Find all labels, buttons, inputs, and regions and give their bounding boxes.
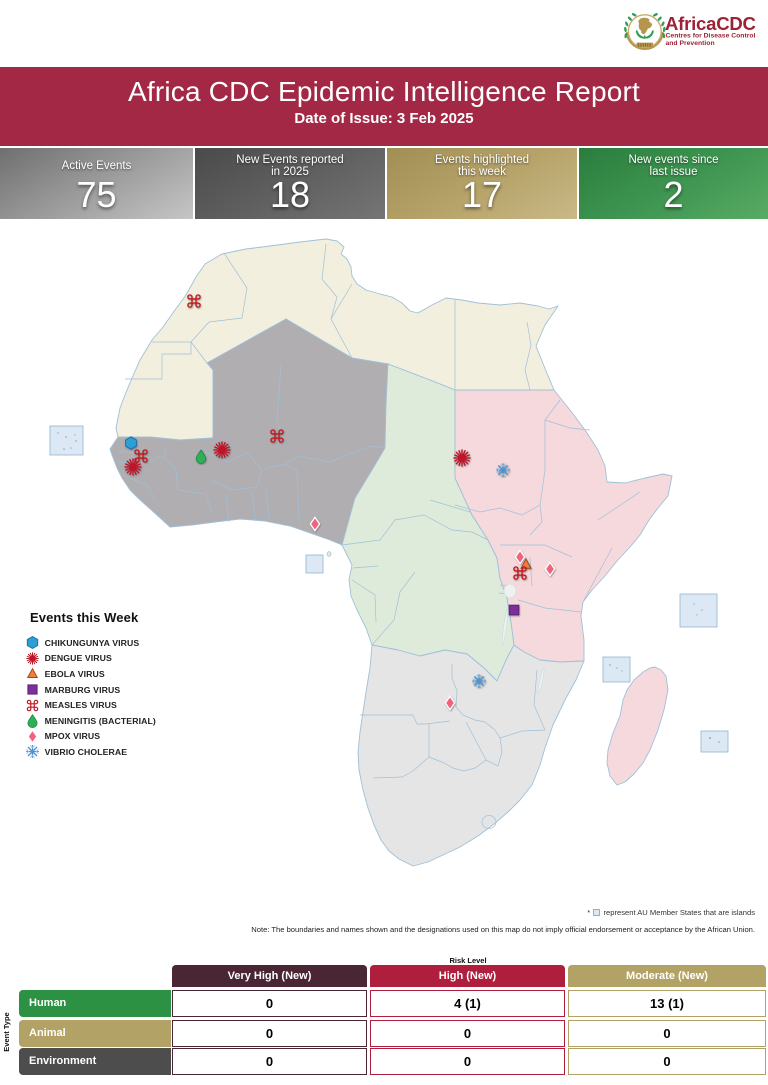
svg-text:and Prevention: and Prevention	[666, 40, 715, 47]
svg-text:AfricaCDC: AfricaCDC	[665, 13, 756, 34]
svg-text:Centres for Disease Control: Centres for Disease Control	[666, 33, 756, 40]
